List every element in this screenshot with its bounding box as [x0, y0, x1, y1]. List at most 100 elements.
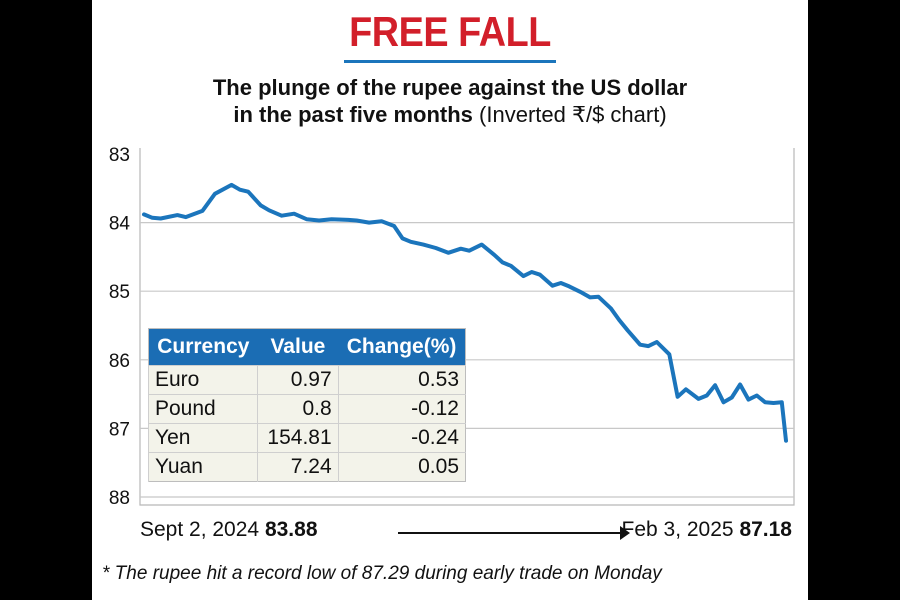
chart-card: FREE FALL The plunge of the rupee agains…	[92, 0, 808, 600]
start-date: Sept 2, 2024	[140, 518, 260, 541]
y-axis-tick-labels: 83 84 85 86 87 88	[109, 145, 131, 509]
subtitle: The plunge of the rupee against the US d…	[92, 74, 808, 128]
footnote: * The rupee hit a record low of 87.29 du…	[102, 563, 662, 584]
y-tick-label: 87	[109, 419, 130, 440]
data-point	[142, 212, 146, 216]
data-point	[684, 387, 688, 391]
date-range-row: Sept 2, 2024 83.88 Feb 3, 2025 87.18	[140, 518, 792, 546]
data-point	[259, 203, 263, 207]
data-point	[229, 183, 234, 187]
data-point	[459, 247, 463, 251]
data-point	[755, 393, 759, 398]
header-value: Value	[257, 328, 339, 366]
data-point	[492, 253, 496, 257]
data-point	[175, 213, 179, 217]
subtitle-line-1: The plunge of the rupee against the US d…	[212, 75, 688, 100]
data-point	[292, 212, 296, 216]
end-label: Feb 3, 2025 87.18	[622, 518, 793, 542]
currency-cell: Yen	[147, 423, 258, 453]
subtitle-line-2: in the past five months	[233, 102, 473, 127]
data-point	[200, 209, 204, 213]
data-point	[738, 382, 742, 387]
data-point	[521, 274, 525, 278]
data-point	[409, 240, 413, 244]
currency-cell: Pound	[147, 394, 258, 424]
start-label: Sept 2, 2024 83.88	[140, 518, 318, 542]
headline: FREE FALL	[349, 8, 551, 55]
data-point	[626, 328, 630, 332]
data-point	[655, 340, 659, 344]
arrow-right-icon	[620, 526, 630, 540]
data-point	[730, 395, 734, 400]
y-tick-label: 83	[109, 145, 130, 166]
data-point	[567, 284, 571, 288]
data-point	[500, 260, 505, 264]
table-row: Pound 0.8 -0.12	[147, 394, 466, 424]
header-currency: Currency	[148, 328, 258, 366]
data-point	[696, 397, 701, 401]
data-point	[596, 295, 600, 299]
data-point	[246, 190, 250, 194]
data-point	[509, 264, 513, 268]
data-point	[480, 243, 484, 247]
data-point	[550, 284, 555, 288]
change-cell: 0.53	[337, 365, 466, 395]
data-point	[646, 344, 651, 348]
end-date: Feb 3, 2025	[621, 518, 734, 541]
table-row: Yuan 7.24 0.05	[147, 452, 466, 482]
table-row: Yen 154.81 -0.24	[147, 423, 466, 453]
data-point	[467, 249, 471, 253]
value-cell: 0.97	[257, 365, 339, 395]
data-point	[705, 393, 709, 398]
subtitle-note: (Inverted ₹/$ chart)	[479, 102, 667, 127]
data-point	[184, 215, 188, 219]
arrow-line	[398, 532, 624, 534]
currency-cell: Yuan	[147, 452, 258, 482]
data-point	[355, 218, 359, 223]
currency-cell: Euro	[147, 365, 258, 395]
data-point	[780, 400, 784, 404]
data-point	[617, 318, 621, 322]
data-point	[150, 216, 154, 220]
data-point	[305, 217, 309, 221]
change-cell: -0.12	[337, 394, 466, 424]
data-point	[330, 217, 334, 221]
data-point	[609, 306, 613, 310]
headline-underline	[344, 60, 556, 63]
data-point	[588, 295, 592, 299]
start-value: 83.88	[264, 518, 318, 541]
plot-frame	[139, 148, 795, 506]
data-point	[238, 188, 242, 192]
y-tick-label: 86	[109, 351, 130, 372]
data-point	[763, 400, 767, 404]
value-cell: 0.8	[257, 394, 339, 424]
data-point	[580, 291, 584, 295]
data-point	[721, 400, 726, 404]
data-point	[317, 218, 321, 223]
data-point	[559, 281, 563, 285]
data-point	[380, 219, 384, 223]
table-header-row: Currency Value Change(%)	[148, 328, 466, 366]
data-point	[421, 243, 425, 247]
data-point	[267, 208, 271, 212]
header-change: Change(%)	[338, 328, 466, 366]
end-value: 87.18	[739, 518, 792, 541]
data-point	[159, 216, 163, 221]
value-cell: 154.81	[257, 423, 339, 453]
data-point	[713, 383, 717, 387]
currency-table: Currency Value Change(%) Euro 0.97 0.53 …	[147, 328, 466, 482]
data-point	[446, 251, 450, 255]
data-points	[142, 183, 788, 443]
data-point	[213, 192, 217, 196]
change-cell: -0.24	[337, 423, 466, 453]
data-point	[400, 236, 405, 240]
value-cell: 7.24	[257, 452, 339, 482]
data-point	[771, 401, 776, 405]
y-tick-label: 85	[109, 282, 130, 303]
data-point	[638, 343, 642, 347]
data-point	[280, 214, 284, 218]
data-point	[784, 439, 788, 443]
table-row: Euro 0.97 0.53	[147, 365, 466, 395]
data-point	[434, 246, 438, 250]
y-tick-label: 84	[109, 214, 131, 235]
